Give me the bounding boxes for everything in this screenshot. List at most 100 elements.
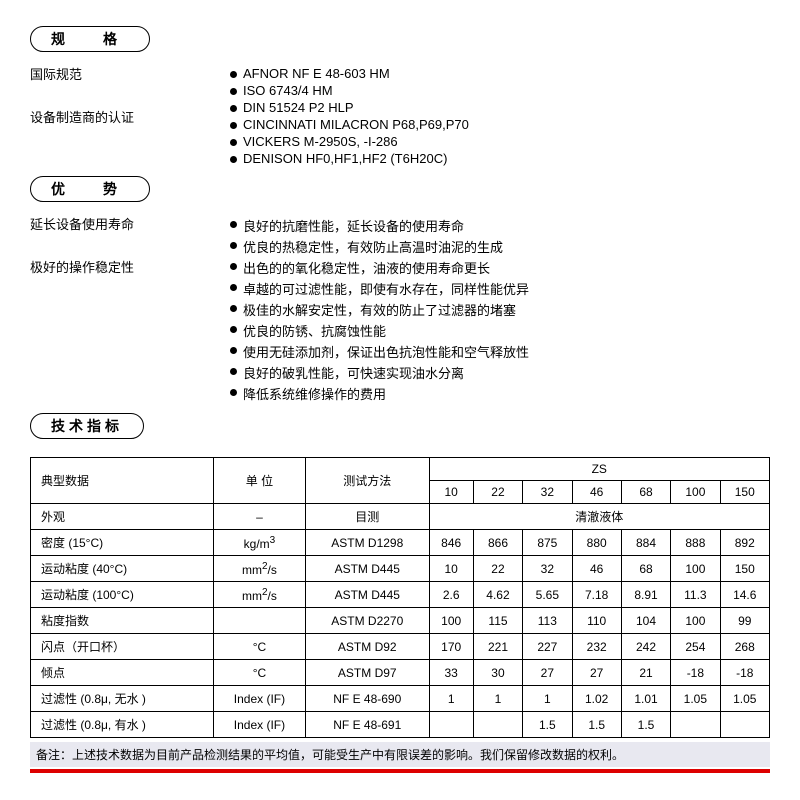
table-row: 倾点°CASTM D973330272721-18-18: [31, 660, 770, 686]
bullet-text: 出色的的氧化稳定性，油液的使用寿命更长: [243, 258, 770, 277]
bullet-dot-icon: [230, 139, 237, 146]
bullet-dot-icon: [230, 71, 237, 78]
row-label: 粘度指数: [31, 608, 214, 634]
spec-cert-label: 设备制造商的认证: [30, 107, 230, 126]
cell: 1.5: [523, 712, 572, 738]
bullet-text: DIN 51524 P2 HLP: [243, 100, 770, 115]
bullet-item: 优良的热稳定性，有效防止高温时油泥的生成: [230, 237, 770, 256]
spec-list: AFNOR NF E 48-603 HM ISO 6743/4 HM DIN 515…: [230, 64, 770, 168]
cell: 884: [621, 530, 670, 556]
cell: 227: [523, 634, 572, 660]
cell: 232: [572, 634, 621, 660]
bullet-dot-icon: [230, 242, 237, 249]
bullet-item: ISO 6743/4 HM: [230, 83, 770, 98]
bullet-item: AFNOR NF E 48-603 HM: [230, 66, 770, 81]
grade-100: 100: [671, 481, 720, 504]
row-label: 闪点（开口杯）: [31, 634, 214, 660]
cell: 1: [473, 686, 522, 712]
grade-22: 22: [473, 481, 522, 504]
row-method: NF E 48-691: [305, 712, 429, 738]
row-span-val: 清澈液体: [429, 504, 769, 530]
bullet-text: ISO 6743/4 HM: [243, 83, 770, 98]
cell: 10: [429, 556, 473, 582]
cell: 170: [429, 634, 473, 660]
bullet-text: 良好的抗磨性能，延长设备的使用寿命: [243, 216, 770, 235]
bullet-dot-icon: [230, 347, 237, 354]
bullet-text: 良好的破乳性能，可快速实现油水分离: [243, 363, 770, 382]
bullet-text: 卓越的可过滤性能，即使有水存在，同样性能优异: [243, 279, 770, 298]
bullet-dot-icon: [230, 105, 237, 112]
data-table: 典型数据单 位测试方法ZS1022324668100150 外观–目测清澈液体密…: [30, 457, 770, 738]
cell: 30: [473, 660, 522, 686]
cell: 888: [671, 530, 720, 556]
bullet-text: CINCINNATI MILACRON P68,P69,P70: [243, 117, 770, 132]
cell: [429, 712, 473, 738]
bullet-text: AFNOR NF E 48-603 HM: [243, 66, 770, 81]
adv-list: 良好的抗磨性能，延长设备的使用寿命优良的热稳定性，有效防止高温时油泥的生成出色的…: [230, 214, 770, 405]
table-row: 密度 (15°C)kg/m3ASTM D12988468668758808848…: [31, 530, 770, 556]
row-unit: °C: [213, 660, 305, 686]
bullet-item: 使用无硅添加剂，保证出色抗泡性能和空气释放性: [230, 342, 770, 361]
cell: 68: [621, 556, 670, 582]
row-unit: mm2/s: [213, 582, 305, 608]
cell: 110: [572, 608, 621, 634]
cell: 880: [572, 530, 621, 556]
row-method: ASTM D2270: [305, 608, 429, 634]
cell: 21: [621, 660, 670, 686]
bullet-text: 降低系统维修操作的费用: [243, 384, 770, 403]
row-label: 过滤性 (0.8μ, 无水 ): [31, 686, 214, 712]
table-row: 运动粘度 (40°C)mm2/sASTM D445102232466810015…: [31, 556, 770, 582]
col-typical: 典型数据: [31, 458, 214, 504]
table-row: 粘度指数ASTM D227010011511311010410099: [31, 608, 770, 634]
cell: 100: [671, 556, 720, 582]
adv-stability-label: 极好的操作稳定性: [30, 257, 230, 276]
row-label: 倾点: [31, 660, 214, 686]
bullet-dot-icon: [230, 389, 237, 396]
spec-header: 规 格: [30, 26, 150, 52]
row-unit: mm2/s: [213, 556, 305, 582]
bullet-dot-icon: [230, 368, 237, 375]
cell: 4.62: [473, 582, 522, 608]
grade-32: 32: [523, 481, 572, 504]
cell: 113: [523, 608, 572, 634]
cell: 8.91: [621, 582, 670, 608]
bullet-item: 良好的抗磨性能，延长设备的使用寿命: [230, 216, 770, 235]
bullet-item: 极佳的水解安定性，有效的防止了过滤器的堵塞: [230, 300, 770, 319]
bullet-item: 出色的的氧化稳定性，油液的使用寿命更长: [230, 258, 770, 277]
row-method: 目测: [305, 504, 429, 530]
row-label: 过滤性 (0.8μ, 有水 ): [31, 712, 214, 738]
bullet-text: 优良的热稳定性，有效防止高温时油泥的生成: [243, 237, 770, 256]
bullet-dot-icon: [230, 122, 237, 129]
row-method: ASTM D92: [305, 634, 429, 660]
bullet-text: 使用无硅添加剂，保证出色抗泡性能和空气释放性: [243, 342, 770, 361]
cell: 99: [720, 608, 769, 634]
adv-life-label: 延长设备使用寿命: [30, 214, 230, 233]
tech-header: 技术指标: [30, 413, 144, 439]
col-product: ZS: [429, 458, 769, 481]
bullet-text: 极佳的水解安定性，有效的防止了过滤器的堵塞: [243, 300, 770, 319]
bullet-item: CINCINNATI MILACRON P68,P69,P70: [230, 117, 770, 132]
row-label: 外观: [31, 504, 214, 530]
bullet-dot-icon: [230, 88, 237, 95]
row-unit: [213, 608, 305, 634]
bullet-dot-icon: [230, 326, 237, 333]
row-method: NF E 48-690: [305, 686, 429, 712]
cell: 1.05: [671, 686, 720, 712]
cell: 33: [429, 660, 473, 686]
cell: 11.3: [671, 582, 720, 608]
cell: 1.02: [572, 686, 621, 712]
row-unit: Index (IF): [213, 712, 305, 738]
row-label: 运动粘度 (100°C): [31, 582, 214, 608]
cell: 892: [720, 530, 769, 556]
row-method: ASTM D1298: [305, 530, 429, 556]
cell: 1.5: [572, 712, 621, 738]
cell: [671, 712, 720, 738]
cell: 268: [720, 634, 769, 660]
grade-68: 68: [621, 481, 670, 504]
row-method: ASTM D445: [305, 556, 429, 582]
bullet-item: DIN 51524 P2 HLP: [230, 100, 770, 115]
row-unit: kg/m3: [213, 530, 305, 556]
table-row: 过滤性 (0.8μ, 有水 )Index (IF)NF E 48-691 1.51…: [31, 712, 770, 738]
row-label: 运动粘度 (40°C): [31, 556, 214, 582]
cell: 104: [621, 608, 670, 634]
